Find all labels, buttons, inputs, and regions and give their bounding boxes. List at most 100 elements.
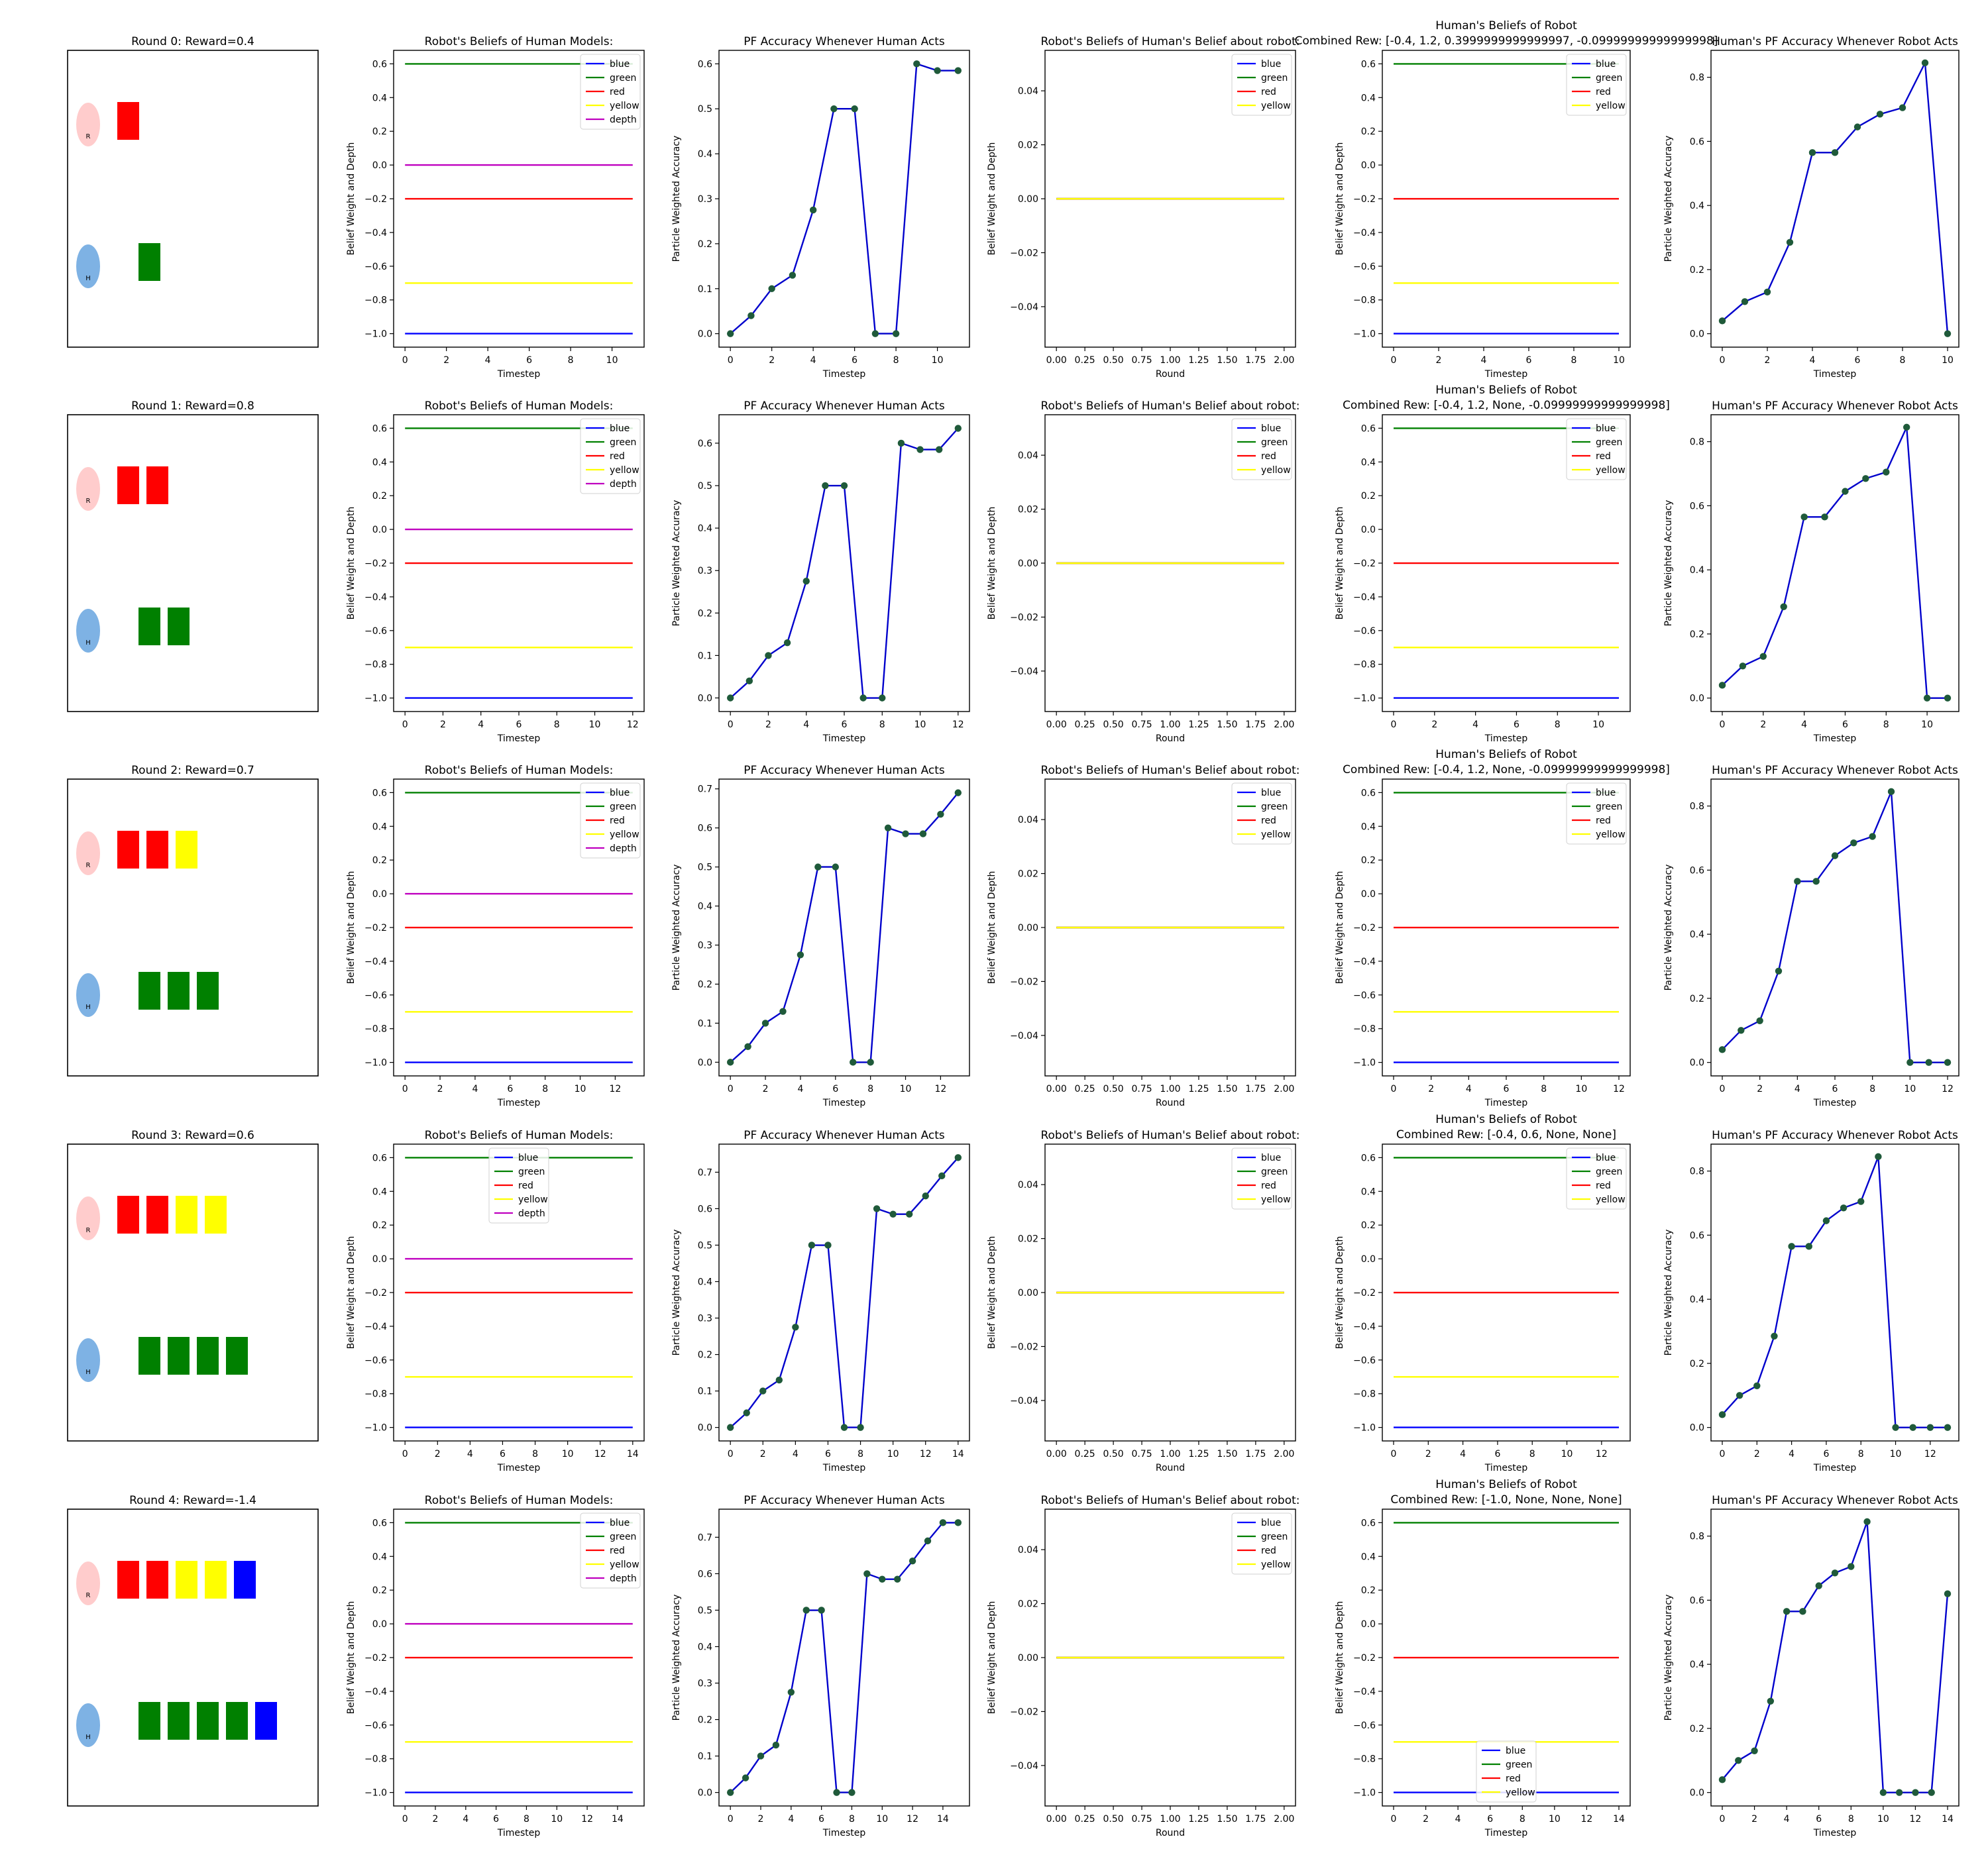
x-tick-label: 1.50 (1217, 355, 1237, 366)
y-tick-label: −0.2 (1353, 194, 1376, 205)
x-tick-label: 2 (760, 1449, 766, 1459)
x-tick-label: 0 (1391, 1084, 1397, 1094)
y-tick-label: −0.6 (1353, 626, 1376, 637)
data-point (757, 1752, 765, 1760)
x-tick-label: 4 (478, 719, 484, 730)
legend-box (580, 418, 641, 494)
human-circle (76, 609, 100, 653)
y-tick-label: 0.02 (1018, 140, 1038, 151)
data-point (818, 1607, 825, 1614)
y-tick-label: 0.0 (372, 160, 387, 171)
robot-circle (76, 1196, 100, 1240)
y-tick-label: 0.6 (1361, 1153, 1376, 1163)
y-tick-label: −1.0 (364, 1423, 387, 1434)
y-axis-label: Belief Weight and Depth (346, 1601, 357, 1715)
x-tick-label: 8 (1858, 1449, 1864, 1459)
x-axis-label: Timestep (1484, 369, 1528, 380)
data-point (1883, 468, 1890, 476)
data-point (1862, 475, 1869, 482)
x-tick-label: 8 (1848, 1814, 1854, 1825)
legend: blue green red yellow (1231, 54, 1292, 116)
legend-box (580, 782, 641, 859)
y-axis-label: Belief Weight and Depth (346, 871, 357, 984)
y-tick-label: −0.8 (1353, 1024, 1376, 1035)
legend-label-green: green (1261, 1532, 1288, 1542)
data-point (1822, 1217, 1830, 1224)
chart-title: Human's Beliefs of Robot (1435, 1113, 1577, 1126)
data-point (850, 1059, 857, 1066)
legend-label-blue: blue (1506, 1746, 1525, 1756)
y-tick-label: 0.6 (372, 788, 387, 798)
legend-label-green: green (1261, 802, 1288, 812)
y-tick-label: 0.4 (698, 1277, 712, 1287)
y-tick-label: 0.0 (1361, 525, 1376, 535)
x-tick-label: 12 (1596, 1449, 1608, 1459)
x-tick-label: 4 (1801, 719, 1807, 730)
data-point (1853, 123, 1861, 131)
data-point (1812, 878, 1820, 885)
x-tick-label: 10 (551, 1814, 563, 1825)
x-tick-label: 6 (526, 355, 532, 366)
y-axis-label: Particle Weighted Accuracy (671, 136, 682, 262)
data-point (814, 863, 822, 871)
data-point (792, 1324, 799, 1331)
scene-title: Round 0: Reward=0.4 (131, 35, 254, 48)
y-tick-label: 0.1 (698, 284, 712, 295)
x-tick-label: 4 (793, 1449, 799, 1459)
x-tick-label: 0.25 (1075, 719, 1095, 730)
data-point (1718, 682, 1726, 689)
data-point (924, 1537, 932, 1545)
y-tick-label: 0.2 (1690, 1724, 1704, 1734)
plot-frame (718, 50, 970, 348)
legend-label-blue: blue (1261, 59, 1281, 70)
data-point (1944, 1424, 1952, 1431)
data-point (1718, 1046, 1726, 1053)
y-tick-label: 0.0 (1690, 1788, 1704, 1799)
data-point (797, 951, 804, 959)
data-point (1759, 653, 1767, 660)
legend-label-yellow: yellow (1596, 465, 1626, 476)
x-tick-label: 6 (1526, 355, 1532, 366)
x-tick-label: 6 (493, 1814, 499, 1825)
y-tick-label: 0.8 (1690, 1532, 1704, 1542)
x-tick-label: 12 (581, 1814, 593, 1825)
human-block (168, 972, 190, 1010)
data-point (775, 1376, 783, 1384)
x-tick-label: 12 (934, 1084, 946, 1094)
scene-panel-round-0: Round 0: Reward=0.4 R H (67, 35, 319, 348)
y-axis-label: Belief Weight and Depth (346, 507, 357, 620)
x-tick-label: 8 (1900, 355, 1906, 366)
y-tick-label: −0.02 (1010, 1342, 1038, 1352)
x-tick-label: 0.25 (1075, 1449, 1095, 1459)
legend-label-green: green (610, 73, 636, 83)
human-block (138, 608, 160, 645)
legend: blue green red yellow depth (580, 782, 641, 859)
data-point (892, 330, 900, 337)
data-point (1892, 1424, 1899, 1431)
x-tick-label: 2 (1751, 1814, 1757, 1825)
x-tick-label: 0 (728, 355, 734, 366)
y-axis-label: Belief Weight and Depth (1335, 1601, 1345, 1715)
legend: blue green red yellow (1231, 418, 1292, 480)
y-tick-label: 0.2 (698, 1715, 712, 1726)
x-tick-label: 1.25 (1188, 1084, 1209, 1094)
data-point (747, 312, 755, 319)
y-tick-label: 0.2 (372, 1585, 387, 1596)
series-line (730, 62, 958, 335)
chart-r1-c4: Human's PF Accuracy Whenever Robot Acts 0… (1663, 399, 1960, 744)
y-tick-label: 0.6 (698, 1569, 712, 1579)
data-point (1786, 238, 1794, 246)
x-tick-label: 12 (1924, 1449, 1936, 1459)
chart-title: Human's Beliefs of Robot (1435, 748, 1577, 761)
data-point (1840, 1204, 1848, 1212)
chart-title: Human's PF Accuracy Whenever Robot Acts (1712, 399, 1958, 413)
y-tick-label: −0.8 (1353, 1754, 1376, 1765)
x-tick-label: 2 (758, 1814, 764, 1825)
x-tick-label: 6 (832, 1084, 838, 1094)
x-tick-label: 10 (1549, 1814, 1561, 1825)
data-point (889, 1210, 897, 1218)
data-point (1926, 1424, 1934, 1431)
x-tick-label: 10 (575, 1084, 586, 1094)
x-tick-label: 0.25 (1075, 1814, 1095, 1825)
data-point (1879, 1789, 1887, 1796)
